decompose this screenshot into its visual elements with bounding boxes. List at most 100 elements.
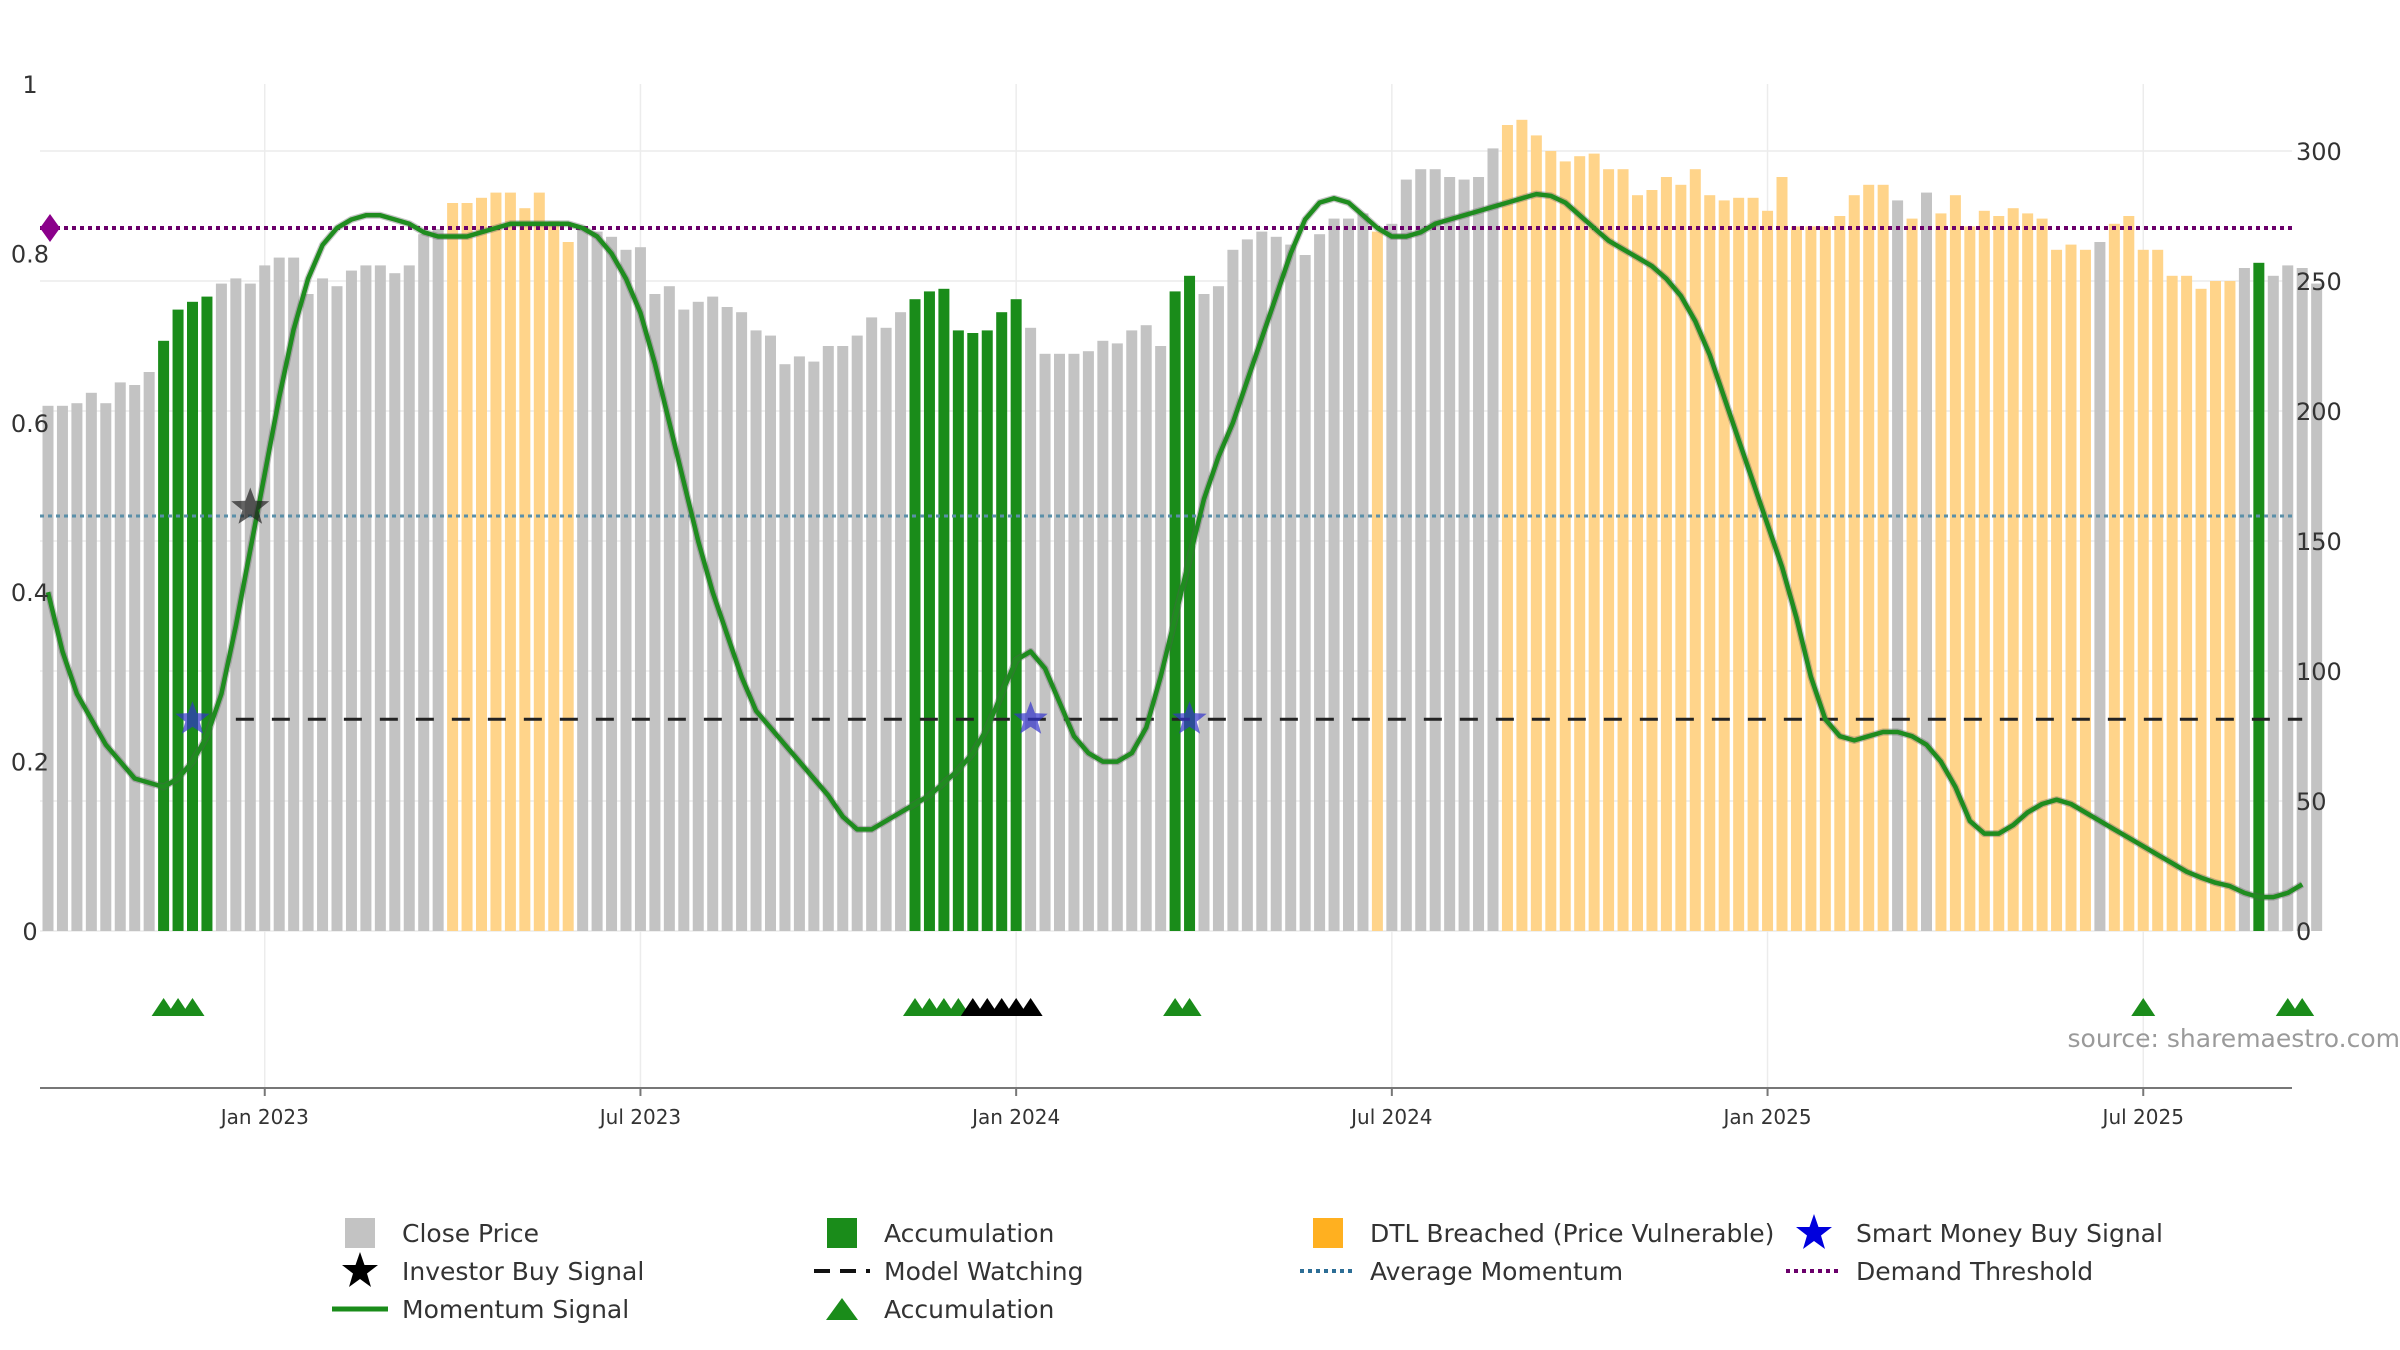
price-bar bbox=[42, 405, 54, 931]
price-bar bbox=[2195, 288, 2207, 931]
price-bar bbox=[1227, 249, 1239, 932]
price-bar bbox=[85, 392, 97, 931]
price-bar bbox=[765, 335, 776, 932]
price-bar bbox=[1386, 223, 1398, 932]
price-bar bbox=[1444, 177, 1456, 931]
momentum-line bbox=[45, 191, 2304, 900]
price-bar bbox=[2065, 244, 2077, 932]
price-bar bbox=[1501, 125, 1513, 931]
green-triangle-icon bbox=[812, 1290, 872, 1328]
price-bar bbox=[476, 197, 487, 932]
price-bar bbox=[808, 361, 820, 932]
legend-label: Model Watching bbox=[884, 1256, 1084, 1286]
price-bar bbox=[2137, 249, 2149, 932]
price-bar bbox=[1689, 169, 1701, 931]
price-bar bbox=[345, 270, 357, 932]
price-bar bbox=[1733, 197, 1745, 932]
price-bar bbox=[1718, 200, 1730, 931]
price-bar bbox=[1776, 177, 1788, 931]
signal-lines bbox=[40, 190, 2304, 901]
price-bar bbox=[1097, 340, 1109, 931]
legend-label: Demand Threshold bbox=[1856, 1256, 2094, 1286]
price-bar bbox=[1617, 169, 1629, 931]
right-tick-label: 250 bbox=[2296, 268, 2342, 296]
accumulation-triangle bbox=[2290, 998, 2315, 1016]
legend-item-demand-threshold: Demand Threshold bbox=[1784, 1252, 2093, 1290]
price-bar bbox=[1155, 346, 1167, 931]
price-bar bbox=[1762, 210, 1774, 932]
left-tick-label: 0.6 bbox=[11, 410, 49, 438]
price-bar bbox=[1892, 200, 1904, 931]
accumulation-triangle bbox=[2131, 998, 2156, 1016]
right-tick-label: 300 bbox=[2296, 138, 2342, 166]
price-bar bbox=[447, 203, 459, 931]
price-bar bbox=[880, 327, 892, 931]
price-bar bbox=[2296, 268, 2308, 931]
price-bar bbox=[389, 273, 401, 931]
price-bar bbox=[172, 309, 184, 932]
smart-money-buy-star bbox=[1013, 701, 1048, 734]
price-bar bbox=[2181, 275, 2193, 931]
price-bar bbox=[1082, 351, 1094, 931]
x-tick-label: Jul 2025 bbox=[2101, 1105, 2184, 1129]
price-bar bbox=[1660, 177, 1672, 931]
price-bar bbox=[678, 309, 690, 932]
right-tick-label: 0 bbox=[2296, 918, 2311, 946]
price-bar bbox=[923, 291, 935, 931]
price-bar bbox=[779, 364, 791, 931]
legend: Close Price Accumulation DTL Breached (P… bbox=[330, 1214, 2230, 1344]
price-bar bbox=[1184, 275, 1196, 931]
price-bar bbox=[2152, 249, 2164, 932]
price-bar bbox=[1646, 190, 1658, 931]
axes: Jan 2023 Jul 2023 Jan 2024 Jul 2024 Jan 2025… bbox=[11, 71, 2342, 1129]
black-star-icon bbox=[330, 1252, 390, 1290]
signal-markers bbox=[40, 213, 2315, 1016]
price-bar bbox=[895, 312, 907, 931]
price-bar bbox=[1328, 218, 1340, 932]
price-bar bbox=[2210, 281, 2221, 931]
price-bar bbox=[533, 192, 545, 932]
price-bar bbox=[2253, 262, 2265, 931]
price-bar bbox=[562, 242, 574, 931]
price-bar bbox=[317, 278, 329, 931]
price-bar bbox=[1848, 195, 1860, 931]
price-bar bbox=[1993, 216, 2005, 931]
price-bar bbox=[1010, 299, 1022, 931]
source-credit: source: sharemaestro.com bbox=[2067, 1024, 2400, 1053]
price-bar bbox=[649, 294, 661, 931]
price-bar bbox=[721, 307, 733, 931]
price-bar bbox=[981, 330, 993, 931]
x-tick-label: Jan 2024 bbox=[970, 1105, 1060, 1129]
price-bar bbox=[2022, 213, 2034, 931]
price-bar bbox=[432, 229, 444, 931]
price-bar bbox=[2094, 242, 2106, 931]
price-bar bbox=[1516, 119, 1528, 932]
price-bar bbox=[2079, 249, 2091, 932]
price-bar bbox=[1559, 161, 1571, 931]
price-bar bbox=[1198, 294, 1210, 931]
price-bar bbox=[1039, 353, 1051, 931]
legend-label: Momentum Signal bbox=[402, 1294, 630, 1324]
gray-square-icon bbox=[330, 1214, 390, 1252]
chart-canvas: Jan 2023 Jul 2023 Jan 2024 Jul 2024 Jan 2025… bbox=[11, 71, 2342, 1129]
price-bar bbox=[1819, 226, 1831, 931]
green-square-icon bbox=[812, 1214, 872, 1252]
price-bar bbox=[1256, 231, 1268, 932]
legend-label: Close Price bbox=[402, 1218, 540, 1248]
legend-item-momentum-signal: Momentum Signal bbox=[330, 1290, 629, 1328]
close-price-bars bbox=[42, 119, 2323, 932]
price-bar bbox=[692, 301, 704, 931]
legend-label: Accumulation bbox=[884, 1294, 1055, 1324]
left-tick-label: 1 bbox=[22, 71, 37, 99]
demand-threshold-marker bbox=[40, 213, 60, 242]
price-bar bbox=[1530, 135, 1542, 931]
price-bar bbox=[273, 257, 285, 932]
price-bar bbox=[1068, 353, 1080, 931]
price-bar bbox=[158, 340, 170, 931]
x-tick-label: Jan 2023 bbox=[219, 1105, 309, 1129]
legend-label: DTL Breached (Price Vulnerable) bbox=[1370, 1218, 1775, 1248]
price-bar bbox=[504, 192, 516, 932]
price-bar bbox=[461, 203, 473, 931]
left-tick-label: 0 bbox=[22, 918, 37, 946]
price-bar bbox=[1964, 226, 1976, 931]
